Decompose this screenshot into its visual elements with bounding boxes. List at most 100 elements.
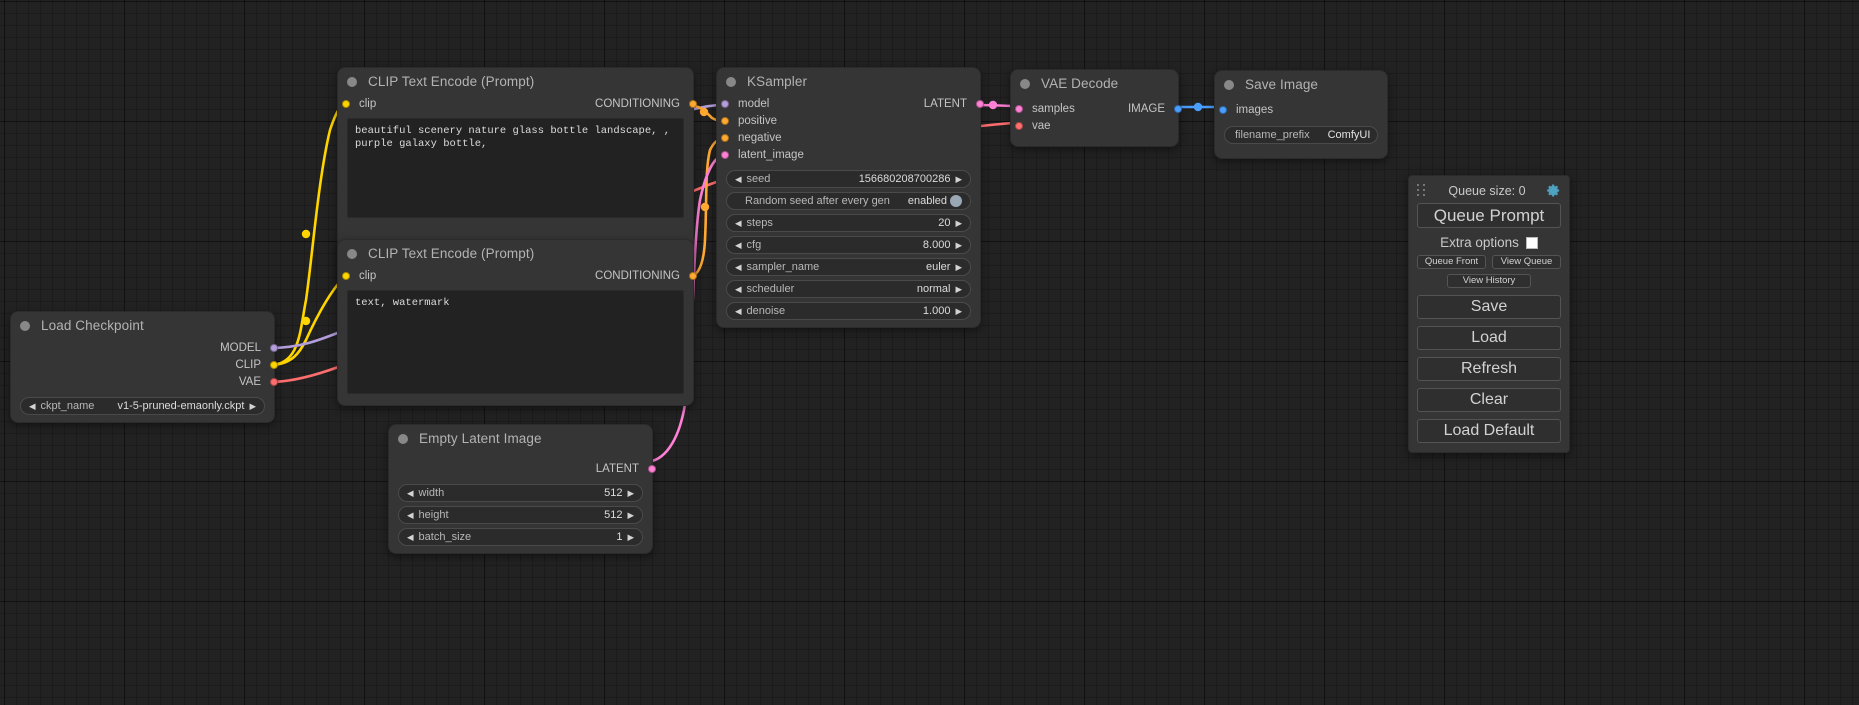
output-dot-clip[interactable] (270, 360, 278, 369)
input-slot-images[interactable]: images (1215, 101, 1387, 118)
input-slot-positive[interactable]: positive (717, 112, 980, 129)
collapse-dot-icon[interactable] (347, 76, 357, 87)
input-dot-model[interactable] (721, 99, 729, 108)
output-dot-vae[interactable] (270, 377, 278, 386)
node-empty-latent-image[interactable]: Empty Latent Image LATENT ◀ width 512 ▶ … (388, 424, 656, 554)
output-slot-vae[interactable]: VAE (11, 373, 278, 390)
output-dot-latent[interactable] (648, 464, 656, 473)
queue-front-button[interactable]: Queue Front (1417, 255, 1486, 269)
node-title-ksampler[interactable]: KSampler (717, 68, 980, 95)
arrow-left-icon[interactable]: ◀ (407, 509, 414, 520)
save-button[interactable]: Save (1417, 295, 1561, 319)
arrow-right-icon[interactable]: ▶ (955, 239, 962, 250)
node-title-load-checkpoint[interactable]: Load Checkpoint (11, 312, 274, 339)
input-dot-latent-image[interactable] (721, 150, 729, 159)
output-dot-model[interactable] (270, 343, 278, 352)
arrow-right-icon[interactable]: ▶ (955, 261, 962, 272)
widget-denoise[interactable]: ◀ denoise 1.000 ▶ (726, 302, 971, 320)
input-slot-latent-image[interactable]: latent_image (717, 146, 980, 163)
input-dot-images[interactable] (1219, 105, 1227, 114)
widget-random-seed-toggle[interactable]: Random seed after every gen enabled (726, 192, 971, 210)
refresh-button[interactable]: Refresh (1417, 357, 1561, 381)
arrow-right-icon[interactable]: ▶ (955, 283, 962, 294)
input-slot-model[interactable]: model LATENT (717, 95, 984, 112)
input-dot-negative[interactable] (721, 133, 729, 142)
drag-handle-icon[interactable] (1417, 184, 1428, 197)
gear-icon[interactable] (1546, 183, 1561, 198)
output-dot-conditioning[interactable] (689, 271, 697, 280)
node-title-empty-latent-image[interactable]: Empty Latent Image (389, 425, 652, 452)
node-title-vae-decode[interactable]: VAE Decode (1011, 70, 1178, 97)
output-slot-clip[interactable]: CLIP (11, 356, 278, 373)
input-dot-positive[interactable] (721, 116, 729, 125)
arrow-right-icon[interactable]: ▶ (627, 509, 634, 520)
collapse-dot-icon[interactable] (1224, 79, 1234, 90)
widget-steps[interactable]: ◀ steps 20 ▶ (726, 214, 971, 232)
widget-cfg[interactable]: ◀ cfg 8.000 ▶ (726, 236, 971, 254)
widget-seed[interactable]: ◀ seed 156680208700286 ▶ (726, 170, 971, 188)
load-default-button[interactable]: Load Default (1417, 419, 1561, 443)
arrow-left-icon[interactable]: ◀ (735, 239, 742, 250)
arrow-left-icon[interactable]: ◀ (735, 305, 742, 316)
arrow-left-icon[interactable]: ◀ (735, 283, 742, 294)
widget-scheduler[interactable]: ◀ scheduler normal ▶ (726, 280, 971, 298)
arrow-left-icon[interactable]: ◀ (735, 173, 742, 184)
clear-button[interactable]: Clear (1417, 388, 1561, 412)
widget-filename-prefix[interactable]: filename_prefix ComfyUI (1224, 126, 1378, 144)
arrow-right-icon[interactable]: ▶ (627, 531, 634, 542)
arrow-left-icon[interactable]: ◀ (407, 487, 414, 498)
widget-width[interactable]: ◀ width 512 ▶ (398, 484, 643, 502)
node-title-clip-negative[interactable]: CLIP Text Encode (Prompt) (338, 240, 693, 267)
collapse-dot-icon[interactable] (20, 320, 30, 331)
extra-options-row[interactable]: Extra options (1417, 235, 1561, 250)
output-slot-latent[interactable]: LATENT (389, 460, 656, 477)
arrow-left-icon[interactable]: ◀ (407, 531, 414, 542)
widget-batch-size[interactable]: ◀ batch_size 1 ▶ (398, 528, 643, 546)
arrow-right-icon[interactable]: ▶ (955, 217, 962, 228)
node-title-save-image[interactable]: Save Image (1215, 71, 1387, 98)
arrow-right-icon[interactable]: ▶ (955, 173, 962, 184)
input-slot-clip[interactable]: clip CONDITIONING (338, 95, 697, 112)
input-dot-vae[interactable] (1015, 121, 1023, 130)
prompt-textarea-negative[interactable]: text, watermark (347, 290, 684, 394)
input-slot-clip[interactable]: clip CONDITIONING (338, 267, 697, 284)
arrow-right-icon[interactable]: ▶ (249, 400, 256, 411)
view-history-button[interactable]: View History (1447, 274, 1531, 288)
comfy-menu-panel[interactable]: Queue size: 0 Queue Prompt Extra options… (1408, 175, 1570, 453)
arrow-left-icon[interactable]: ◀ (735, 261, 742, 272)
output-slot-model[interactable]: MODEL (11, 339, 278, 356)
collapse-dot-icon[interactable] (347, 248, 357, 259)
widget-ckpt-name[interactable]: ◀ ckpt_name v1-5-pruned-emaonly.ckpt ▶ (20, 397, 265, 415)
input-slot-samples[interactable]: samples IMAGE (1011, 100, 1182, 117)
view-queue-button[interactable]: View Queue (1492, 255, 1561, 269)
output-dot-latent[interactable] (976, 99, 984, 108)
node-title-clip-positive[interactable]: CLIP Text Encode (Prompt) (338, 68, 693, 95)
load-button[interactable]: Load (1417, 326, 1561, 350)
widget-sampler-name[interactable]: ◀ sampler_name euler ▶ (726, 258, 971, 276)
node-vae-decode[interactable]: VAE Decode samples IMAGE vae (1010, 69, 1182, 147)
collapse-dot-icon[interactable] (398, 433, 408, 444)
output-dot-conditioning[interactable] (689, 99, 697, 108)
node-clip-text-encode-negative[interactable]: CLIP Text Encode (Prompt) clip CONDITION… (337, 239, 697, 406)
arrow-left-icon[interactable]: ◀ (29, 400, 36, 411)
toggle-knob-icon[interactable] (950, 195, 962, 207)
input-dot-clip[interactable] (342, 271, 350, 280)
arrow-right-icon[interactable]: ▶ (627, 487, 634, 498)
input-slot-vae[interactable]: vae (1011, 117, 1178, 134)
node-save-image[interactable]: Save Image images filename_prefix ComfyU… (1214, 70, 1388, 159)
collapse-dot-icon[interactable] (1020, 78, 1030, 89)
collapse-dot-icon[interactable] (726, 76, 736, 87)
widget-height[interactable]: ◀ height 512 ▶ (398, 506, 643, 524)
queue-prompt-button[interactable]: Queue Prompt (1417, 203, 1561, 228)
node-ksampler[interactable]: KSampler model LATENT positive negative … (716, 67, 984, 328)
input-dot-clip[interactable] (342, 99, 350, 108)
prompt-textarea-positive[interactable]: beautiful scenery nature glass bottle la… (347, 118, 684, 218)
menu-header[interactable]: Queue size: 0 (1417, 182, 1561, 199)
arrow-right-icon[interactable]: ▶ (955, 305, 962, 316)
input-slot-negative[interactable]: negative (717, 129, 980, 146)
arrow-left-icon[interactable]: ◀ (735, 217, 742, 228)
output-dot-image[interactable] (1174, 104, 1182, 113)
node-load-checkpoint[interactable]: Load Checkpoint MODEL CLIP VAE ◀ ckpt_na… (10, 311, 278, 423)
extra-options-checkbox[interactable] (1525, 236, 1538, 249)
